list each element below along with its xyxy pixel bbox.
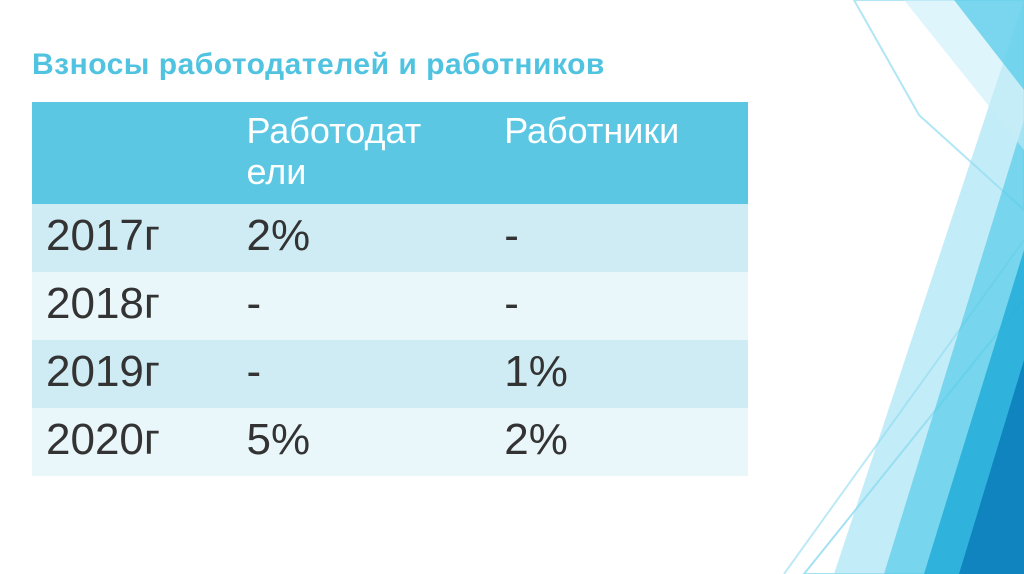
header-year [32, 102, 232, 204]
cell-year: 2019г [32, 340, 232, 408]
cell-year: 2020г [32, 408, 232, 476]
table-header-row: Работодат ели Работники [32, 102, 748, 204]
cell-employees: 2% [490, 408, 748, 476]
cell-employees: - [490, 204, 748, 272]
table: Работодат ели Работники 2017г 2% - 2018г… [32, 102, 748, 476]
slide-container: Взносы работодателей и работников Работо… [0, 0, 1024, 574]
cell-employers: 5% [232, 408, 490, 476]
table-row: 2018г - - [32, 272, 748, 340]
cell-employers: - [232, 272, 490, 340]
table-row: 2019г - 1% [32, 340, 748, 408]
cell-employers: - [232, 340, 490, 408]
cell-year: 2017г [32, 204, 232, 272]
cell-employees: 1% [490, 340, 748, 408]
cell-employers: 2% [232, 204, 490, 272]
table-row: 2020г 5% 2% [32, 408, 748, 476]
cell-employees: - [490, 272, 748, 340]
contributions-table: Работодат ели Работники 2017г 2% - 2018г… [32, 102, 748, 476]
table-row: 2017г 2% - [32, 204, 748, 272]
cell-year: 2018г [32, 272, 232, 340]
header-employees: Работники [490, 102, 748, 204]
slide-title: Взносы работодателей и работников [32, 48, 605, 82]
header-employers: Работодат ели [232, 102, 490, 204]
triangle-decoration [744, 0, 1024, 574]
